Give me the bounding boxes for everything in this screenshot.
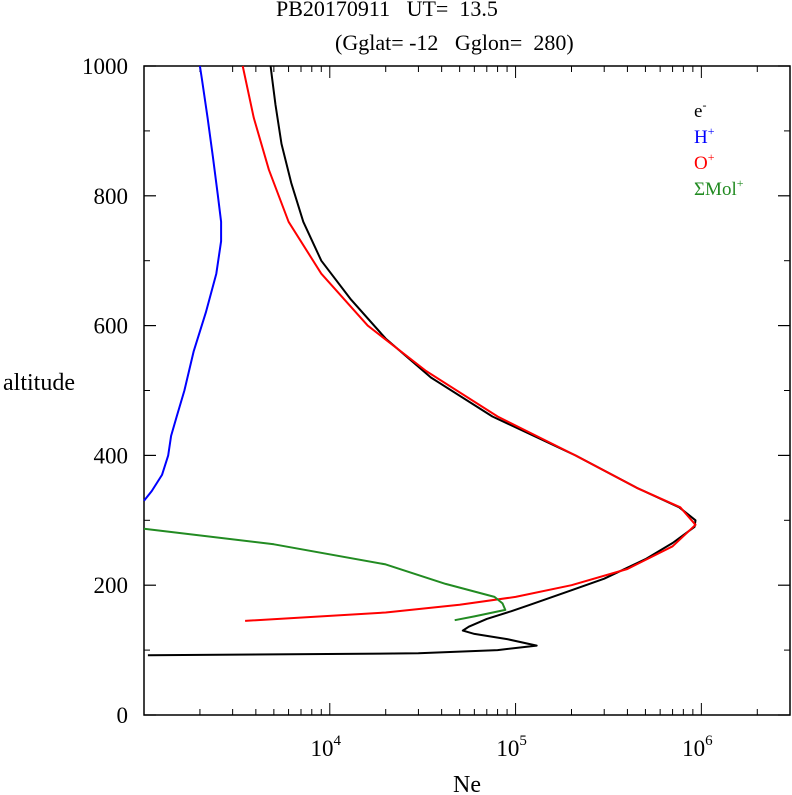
x-tick-label: 104 <box>311 733 342 761</box>
chart-subtitle: (Gglat= -12 Gglon= 280) <box>335 30 574 55</box>
legend-entry: H+ <box>694 124 715 148</box>
series-lines <box>143 65 697 657</box>
y-axis-label: altitude <box>3 370 75 396</box>
y-tick-label: 800 <box>94 184 129 209</box>
series-line <box>241 65 697 622</box>
x-axis-label: Ne <box>453 772 481 795</box>
x-axis: 104 105 106 <box>143 66 791 761</box>
x-tick-label: 105 <box>496 733 527 761</box>
legend-entry: ΣMol+ <box>694 176 744 200</box>
series-line <box>143 527 507 622</box>
y-tick-label: 1000 <box>82 54 128 79</box>
legend: e-H+O+ΣMol+ <box>694 98 744 200</box>
x-tick-label: 106 <box>682 733 713 761</box>
series-line <box>147 65 697 657</box>
series-line <box>143 65 223 502</box>
y-tick-label: 400 <box>94 443 129 468</box>
y-axis: 0 200 400 600 800 1000 <box>82 54 790 728</box>
legend-entry: e- <box>694 98 706 122</box>
chart-title: PB20170911 UT= 13.5 <box>276 0 498 21</box>
y-tick-label: 200 <box>94 573 129 598</box>
y-tick-label: 600 <box>94 314 129 339</box>
legend-entry: O+ <box>694 150 715 174</box>
y-tick-label: 0 <box>117 703 129 728</box>
